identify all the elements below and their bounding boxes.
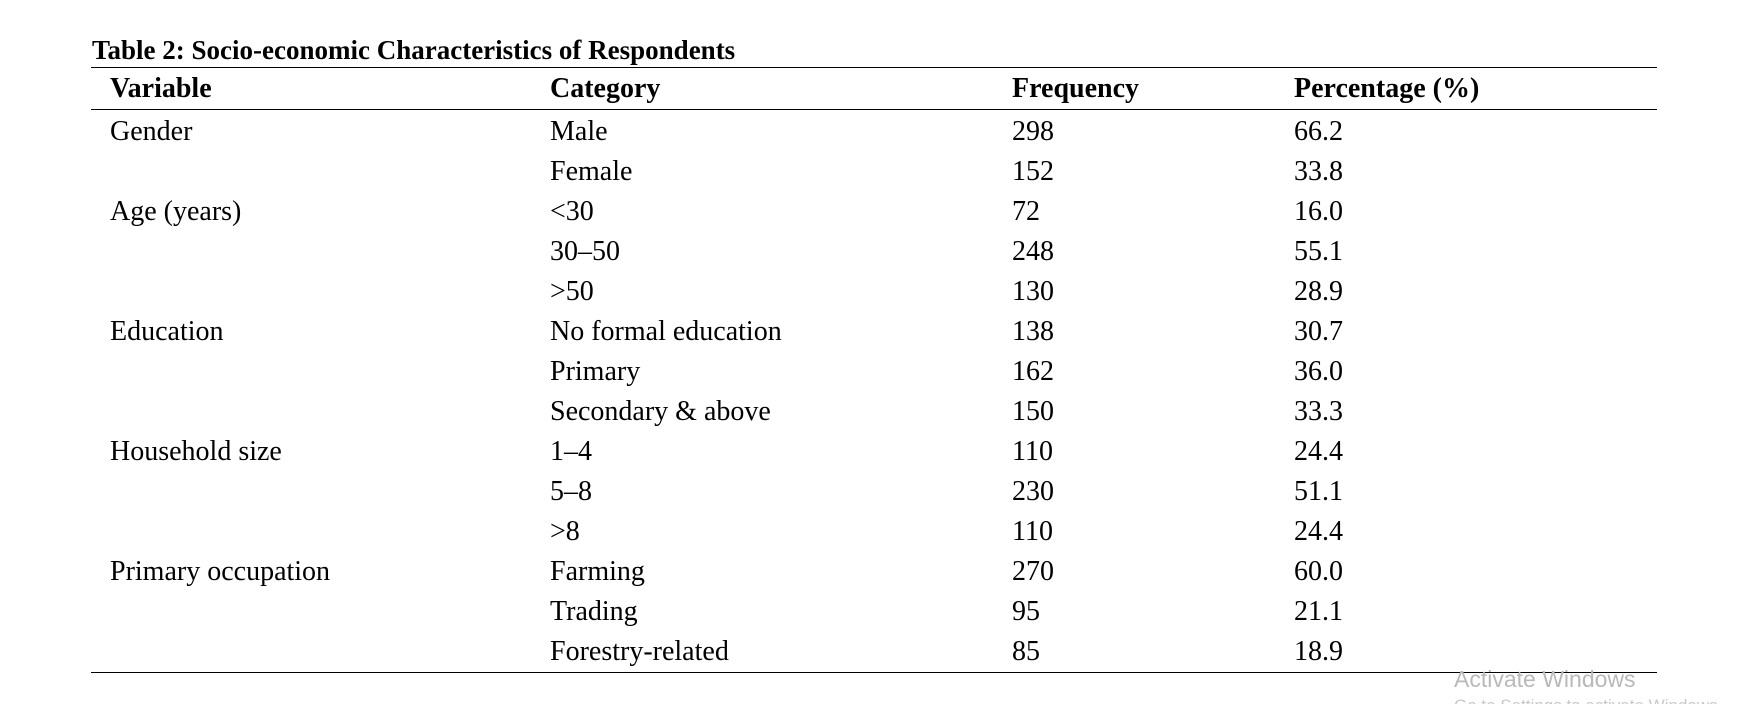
header-frequency: Frequency (1012, 72, 1140, 104)
table-row: Gender Male 298 66.2 (91, 110, 1657, 153)
cell-percentage: 55.1 (1294, 236, 1343, 267)
cell-variable (91, 272, 550, 312)
cell-variable (91, 232, 550, 272)
cell-variable: Gender (110, 116, 193, 147)
cell-variable: Household size (110, 436, 282, 467)
activate-windows-watermark: Activate Windows (1454, 666, 1636, 692)
cell-percentage: 51.1 (1294, 476, 1343, 507)
table-row: 5–8 230 51.1 (91, 472, 1657, 512)
cell-percentage: 33.8 (1294, 156, 1343, 187)
cell-percentage: 60.0 (1294, 556, 1343, 587)
cell-category: >8 (550, 516, 580, 547)
table-row: Education No formal education 138 30.7 (91, 312, 1657, 352)
cell-variable (91, 472, 550, 512)
cell-variable (91, 392, 550, 432)
cell-category: 5–8 (550, 476, 592, 507)
cell-frequency: 230 (1012, 476, 1054, 507)
table-row: >50 130 28.9 (91, 272, 1657, 312)
cell-frequency: 110 (1012, 436, 1053, 467)
cell-percentage: 16.0 (1294, 196, 1343, 227)
table-row: Household size 1–4 110 24.4 (91, 432, 1657, 472)
table-row: Female 152 33.8 (91, 152, 1657, 192)
cell-frequency: 270 (1012, 556, 1054, 587)
cell-percentage: 36.0 (1294, 356, 1343, 387)
cell-frequency: 110 (1012, 516, 1053, 547)
cell-percentage: 24.4 (1294, 436, 1343, 467)
table-row: Trading 95 21.1 (91, 592, 1657, 632)
cell-frequency: 95 (1012, 596, 1040, 627)
cell-percentage: 33.3 (1294, 396, 1343, 427)
cell-variable: Education (110, 316, 224, 347)
cell-category: 1–4 (550, 436, 592, 467)
cell-percentage: 30.7 (1294, 316, 1343, 347)
cell-percentage: 18.9 (1294, 636, 1343, 667)
header-row: Variable Category Frequency Percentage (… (91, 67, 1657, 110)
table-header: Variable Category Frequency Percentage (… (91, 67, 1657, 110)
cell-category: Forestry-related (550, 636, 729, 667)
cell-percentage: 21.1 (1294, 596, 1343, 627)
cell-category: Female (550, 156, 633, 187)
table-row: Secondary & above 150 33.3 (91, 392, 1657, 432)
table-row: Forestry-related 85 18.9 (91, 632, 1657, 673)
cell-percentage: 66.2 (1294, 116, 1343, 147)
cell-variable: Primary occupation (110, 556, 331, 587)
cell-percentage: 24.4 (1294, 516, 1343, 547)
header-percentage: Percentage (%) (1294, 72, 1480, 104)
cell-category: Male (550, 116, 608, 147)
cell-variable (91, 592, 550, 632)
cell-frequency: 298 (1012, 116, 1054, 147)
cell-frequency: 85 (1012, 636, 1040, 667)
activate-windows-subtext: Go to Settings to activate Windows. (1454, 696, 1722, 704)
cell-variable (91, 632, 550, 673)
cell-category: >50 (550, 276, 594, 307)
table-row: Primary 162 36.0 (91, 352, 1657, 392)
cell-category: Primary (550, 356, 641, 387)
table-row: >8 110 24.4 (91, 512, 1657, 552)
socio-economic-table: Variable Category Frequency Percentage (… (91, 67, 1657, 673)
header-variable: Variable (110, 72, 212, 104)
table-caption: Table 2: Socio-economic Characteristics … (92, 35, 736, 65)
cell-category: Secondary & above (550, 396, 771, 427)
cell-variable: Age (years) (110, 196, 242, 227)
cell-frequency: 72 (1012, 196, 1040, 227)
cell-variable (91, 512, 550, 552)
table-body: Gender Male 298 66.2 Female 152 33.8 Age (years… (91, 110, 1657, 673)
table-row: Primary occupation Farming 270 60.0 (91, 552, 1657, 592)
cell-variable (91, 352, 550, 392)
cell-category: <30 (550, 196, 594, 227)
cell-category: Trading (550, 596, 638, 627)
cell-category: 30–50 (550, 236, 620, 267)
cell-frequency: 248 (1012, 236, 1054, 267)
cell-percentage: 28.9 (1294, 276, 1343, 307)
cell-category: No formal education (550, 316, 782, 347)
cell-variable (91, 152, 550, 192)
table-row: 30–50 248 55.1 (91, 232, 1657, 272)
cell-frequency: 150 (1012, 396, 1054, 427)
header-category: Category (550, 72, 661, 104)
table-row: Age (years) <30 72 16.0 (91, 192, 1657, 232)
cell-category: Farming (550, 556, 645, 587)
cell-frequency: 162 (1012, 356, 1054, 387)
cell-frequency: 130 (1012, 276, 1054, 307)
cell-frequency: 138 (1012, 316, 1054, 347)
cell-frequency: 152 (1012, 156, 1054, 187)
